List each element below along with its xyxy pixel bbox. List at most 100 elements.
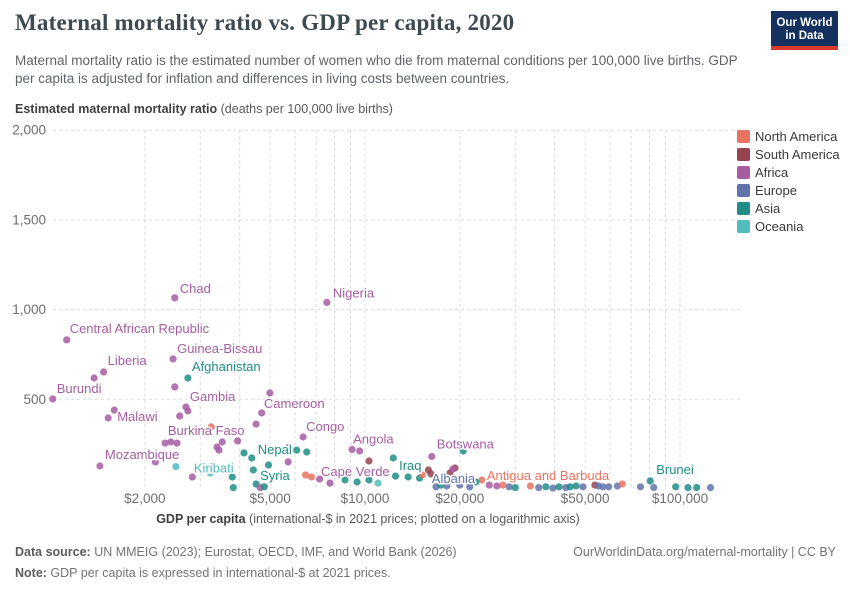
data-point[interactable] <box>443 482 451 490</box>
data-point[interactable] <box>307 473 315 481</box>
data-point[interactable] <box>264 461 273 469</box>
legend-item-europe[interactable]: Europe <box>737 181 840 199</box>
data-point-brunei[interactable] <box>646 477 654 485</box>
data-point[interactable] <box>90 374 98 382</box>
data-point[interactable] <box>555 483 563 491</box>
data-point[interactable] <box>493 482 501 490</box>
data-point[interactable] <box>303 448 311 456</box>
data-point[interactable] <box>252 420 260 428</box>
data-point[interactable] <box>374 479 382 487</box>
data-point[interactable] <box>526 482 535 490</box>
data-point-congo[interactable] <box>299 433 307 441</box>
data-point[interactable] <box>341 476 349 484</box>
data-point-cameroon[interactable] <box>266 389 274 397</box>
data-point[interactable] <box>672 483 680 491</box>
legend-label: Europe <box>755 182 797 198</box>
data-point[interactable] <box>449 465 457 473</box>
data-point[interactable] <box>485 481 493 489</box>
data-point[interactable] <box>110 406 118 414</box>
data-point-central-african-republic[interactable] <box>63 336 71 344</box>
legend-item-oceania[interactable]: Oceania <box>737 217 840 235</box>
data-point-afghanistan[interactable] <box>184 374 192 382</box>
data-point[interactable] <box>365 476 373 484</box>
data-point[interactable] <box>356 447 364 455</box>
data-point[interactable] <box>466 483 474 491</box>
data-point[interactable] <box>215 446 223 454</box>
data-point-nepal[interactable] <box>248 454 256 462</box>
data-point[interactable] <box>260 483 268 491</box>
data-point[interactable] <box>505 483 513 491</box>
data-point[interactable] <box>618 480 626 488</box>
data-point[interactable] <box>706 484 715 492</box>
legend-item-asia[interactable]: Asia <box>737 199 840 217</box>
data-point-antigua-and-barbuda[interactable] <box>478 476 486 484</box>
data-point[interactable] <box>535 484 543 492</box>
data-point-burundi[interactable] <box>49 395 57 403</box>
data-point[interactable] <box>437 481 445 489</box>
data-point[interactable] <box>302 471 310 479</box>
legend-item-north-america[interactable]: North America <box>737 127 840 145</box>
data-point[interactable] <box>353 478 361 486</box>
data-point[interactable] <box>188 473 196 481</box>
data-point[interactable] <box>316 475 324 483</box>
data-point-cape-verde[interactable] <box>326 479 334 487</box>
legend-swatch-north-america <box>737 129 750 143</box>
data-point-iraq[interactable] <box>404 473 412 481</box>
data-point[interactable] <box>427 470 435 478</box>
data-point[interactable] <box>234 437 242 445</box>
data-point[interactable] <box>572 482 580 490</box>
data-point-kiribati[interactable] <box>172 463 180 471</box>
data-point-nigeria[interactable] <box>323 298 331 306</box>
country-label-iraq: Iraq <box>399 458 421 473</box>
data-point[interactable] <box>171 383 179 391</box>
data-point[interactable] <box>207 423 215 431</box>
data-point[interactable] <box>206 469 214 477</box>
data-point[interactable] <box>240 449 248 457</box>
data-point[interactable] <box>184 407 192 415</box>
legend-swatch-africa <box>737 165 750 179</box>
data-point[interactable] <box>499 481 507 489</box>
data-point[interactable] <box>151 458 159 466</box>
owid-url-link[interactable]: OurWorldinData.org/maternal-mortality | … <box>573 545 836 559</box>
data-point[interactable] <box>684 484 692 492</box>
data-point[interactable] <box>418 471 426 479</box>
data-point-liberia[interactable] <box>100 368 108 376</box>
data-point[interactable] <box>249 466 257 474</box>
legend-item-south-america[interactable]: South America <box>737 145 840 163</box>
data-point[interactable] <box>293 446 301 454</box>
data-point[interactable] <box>542 483 550 491</box>
data-point-albania[interactable] <box>456 481 464 489</box>
data-point[interactable] <box>650 484 658 492</box>
data-point[interactable] <box>284 458 292 466</box>
data-point-malawi[interactable] <box>104 414 112 422</box>
data-point-botswana[interactable] <box>428 452 436 461</box>
data-point[interactable] <box>228 473 236 481</box>
data-point-mozambique[interactable] <box>96 462 104 470</box>
data-point-chad[interactable] <box>171 294 179 302</box>
data-point[interactable] <box>258 409 266 417</box>
data-point[interactable] <box>459 447 467 455</box>
data-point[interactable] <box>285 443 293 451</box>
data-point[interactable] <box>511 484 519 492</box>
data-point[interactable] <box>472 478 480 486</box>
data-point[interactable] <box>389 454 397 462</box>
data-point[interactable] <box>693 484 701 492</box>
data-point[interactable] <box>173 439 181 447</box>
data-point[interactable] <box>579 483 587 491</box>
data-point[interactable] <box>176 412 184 420</box>
data-point[interactable] <box>566 483 574 491</box>
data-point[interactable] <box>161 439 169 447</box>
data-point[interactable] <box>605 483 613 491</box>
legend-item-africa[interactable]: Africa <box>737 163 840 181</box>
data-point-guinea-bissau[interactable] <box>169 355 177 363</box>
data-point[interactable] <box>391 472 400 480</box>
data-point[interactable] <box>218 438 226 446</box>
data-point[interactable] <box>549 484 557 492</box>
data-point-burkina-faso[interactable] <box>167 438 175 446</box>
data-point-angola[interactable] <box>348 445 356 454</box>
data-point[interactable] <box>229 484 237 492</box>
data-point[interactable] <box>365 457 373 465</box>
data-point[interactable] <box>599 483 607 491</box>
data-point[interactable] <box>636 483 645 491</box>
